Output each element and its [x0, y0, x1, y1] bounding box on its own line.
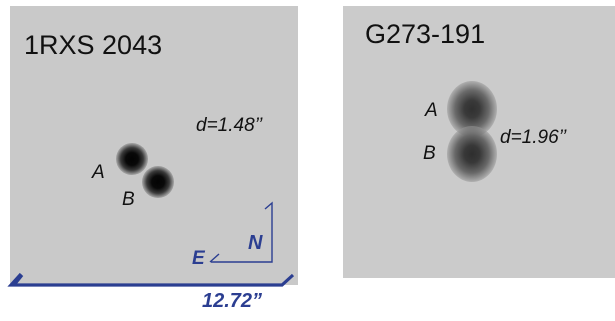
left-star-b-label: B [122, 189, 135, 210]
left-star-a-label: A [92, 162, 105, 183]
scale-label: 12.72” [202, 290, 263, 312]
right-star-b-label: B [423, 143, 436, 164]
east-label: E [192, 248, 205, 269]
left-separation-label: d=1.48’’ [196, 115, 263, 136]
right-star-a-label: A [425, 100, 438, 121]
right-panel-title: G273-191 [365, 19, 486, 49]
north-label: N [248, 232, 263, 254]
left-panel-title: 1RXS 2043 [24, 30, 163, 60]
star-b-left [142, 166, 174, 198]
star-a-left [116, 143, 148, 175]
star-b-right [447, 126, 497, 182]
left-image-panel: 1RXS 2043 d=1.48’’ A B [10, 6, 298, 285]
right-separation-label: d=1.96’’ [500, 127, 567, 148]
right-image-panel: G273-191 A B d=1.96’’ [343, 6, 615, 278]
